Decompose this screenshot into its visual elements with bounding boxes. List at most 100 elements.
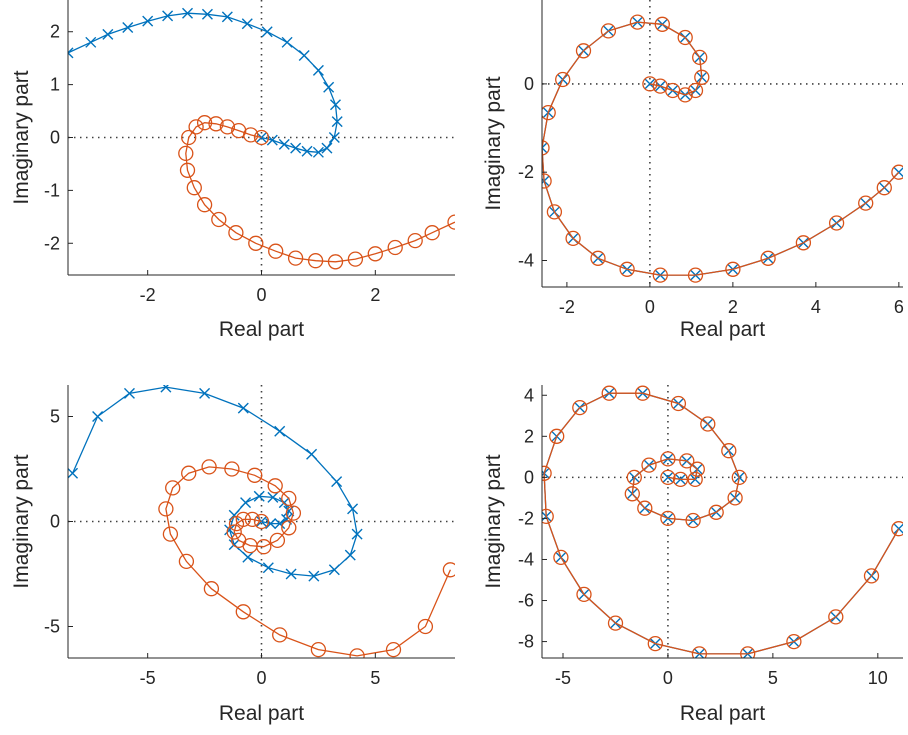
data-point-circle: [641, 457, 657, 473]
y-tick-label: -2: [518, 508, 534, 528]
x-axis-label: Real part: [680, 702, 765, 725]
y-tick-label: 0: [50, 128, 60, 148]
data-point-circle: [387, 239, 403, 256]
series-2: [542, 385, 903, 658]
x-axis-label: Real part: [219, 702, 304, 725]
data-point-circle: [828, 215, 845, 231]
data-point-cross: [278, 138, 290, 150]
data-point-circle: [442, 562, 455, 578]
data-point-circle: [647, 635, 663, 652]
data-point-circle: [626, 469, 642, 486]
data-point-circle: [542, 173, 552, 189]
data-point-cross: [329, 99, 341, 111]
data-point-circle: [572, 399, 588, 416]
data-point-cross: [542, 142, 548, 154]
x-tick-label: -2: [559, 297, 575, 317]
data-point-circle: [629, 14, 646, 30]
data-point-circle: [424, 225, 440, 241]
series-2: [542, 14, 903, 283]
y-tick-label: 0: [50, 512, 60, 532]
data-point-circle: [165, 480, 181, 496]
data-point-cross: [242, 551, 254, 563]
data-point-circle: [162, 526, 179, 542]
data-point-circle: [203, 581, 220, 597]
data-point-circle: [858, 195, 874, 211]
data-point-cross: [224, 524, 236, 536]
data-point-cross: [312, 146, 324, 158]
data-point-circle: [327, 254, 344, 270]
y-tick-label: -2: [518, 162, 534, 182]
data-point-circle: [677, 29, 693, 46]
data-point-cross: [351, 528, 363, 540]
y-tick-label: -4: [518, 549, 534, 569]
data-point-circle: [219, 119, 236, 135]
data-point-circle: [188, 119, 204, 135]
data-point-circle: [672, 471, 689, 488]
data-point-circle: [637, 500, 653, 516]
plot-area: [68, 7, 455, 270]
data-point-circle: [247, 467, 263, 483]
data-point-circle: [660, 451, 676, 467]
y-tick-label: -8: [518, 632, 534, 652]
data-point-cross: [312, 64, 324, 76]
x-axis-label: Real part: [680, 318, 765, 341]
data-point-circle: [727, 490, 743, 506]
data-point-cross: [308, 570, 320, 582]
data-point-circle: [542, 508, 554, 525]
data-point-circle: [542, 140, 550, 156]
data-point-cross: [274, 425, 286, 437]
data-point-circle: [891, 521, 903, 537]
data-point-circle: [267, 478, 283, 494]
x-tick-label: 5: [370, 668, 380, 688]
data-point-circle: [186, 180, 202, 196]
data-point-cross: [321, 142, 333, 154]
data-point-circle: [226, 524, 242, 540]
data-point-circle: [863, 568, 880, 584]
y-axis-label: Imaginary part: [10, 454, 33, 588]
y-tick-label: 0: [524, 467, 534, 487]
data-point-circle: [677, 87, 693, 103]
y-axis-label: Imaginary part: [482, 76, 505, 210]
data-point-circle: [642, 76, 658, 92]
data-point-circle: [654, 16, 670, 32]
data-point-cross: [301, 145, 313, 157]
y-tick-label: 5: [50, 407, 60, 427]
data-point-cross: [274, 518, 286, 530]
data-point-circle: [600, 23, 617, 39]
data-point-cross: [328, 132, 340, 143]
data-point-circle: [208, 116, 224, 132]
data-point-circle: [231, 122, 247, 139]
y-tick-label: 1: [50, 75, 60, 95]
data-point-cross: [261, 26, 273, 38]
data-point-circle: [287, 250, 304, 266]
data-point-circle: [760, 250, 776, 266]
data-point-circle: [685, 512, 701, 529]
data-point-cross: [241, 18, 253, 30]
data-point-circle: [310, 641, 327, 658]
data-point-circle: [281, 490, 297, 507]
data-point-circle: [256, 539, 272, 555]
data-point-circle: [708, 504, 724, 520]
data-point-cross: [68, 467, 79, 479]
data-point-circle: [607, 615, 624, 631]
series-1: [68, 7, 343, 158]
x-tick-label: 6: [894, 297, 904, 317]
data-point-circle: [694, 69, 710, 85]
data-point-cross: [182, 7, 194, 19]
data-point-circle: [679, 453, 695, 469]
data-point-cross: [162, 10, 174, 22]
series-2-line: [185, 122, 455, 263]
data-point-cross: [347, 503, 359, 515]
data-point-circle: [660, 510, 676, 527]
y-tick-label: -4: [518, 251, 534, 271]
data-point-circle: [268, 243, 284, 259]
data-point-cross: [267, 491, 279, 503]
x-tick-label: 2: [728, 297, 738, 317]
y-axis-label: Imaginary part: [482, 454, 505, 588]
data-point-circle: [565, 230, 581, 247]
data-point-circle: [691, 646, 708, 658]
data-point-cross: [142, 15, 154, 27]
data-point-circle: [178, 145, 194, 162]
y-tick-label: 4: [524, 385, 534, 405]
